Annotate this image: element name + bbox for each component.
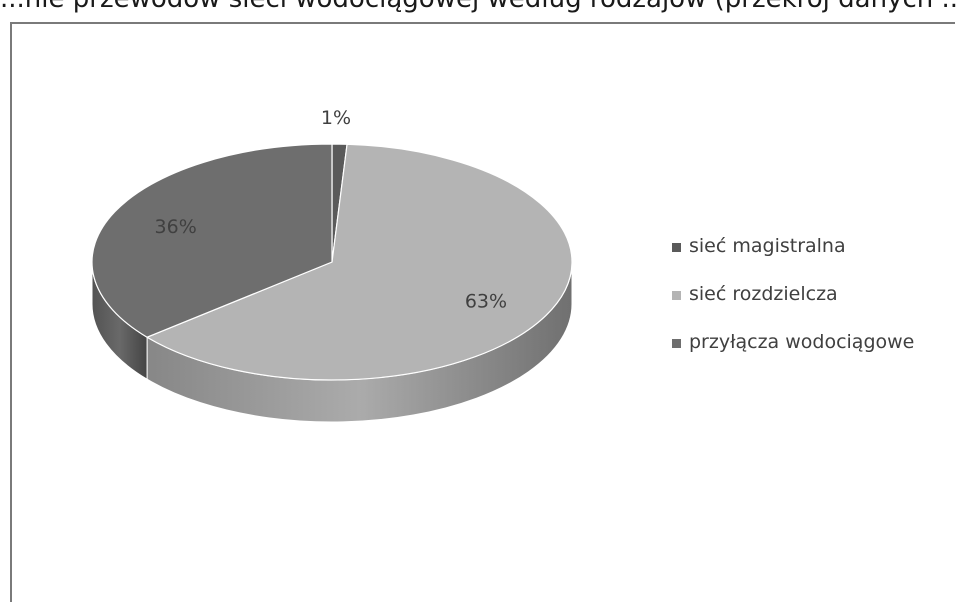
clipped-title-strip: ...nie przewodów sieci wodociągowej wedł… bbox=[0, 0, 959, 14]
data-label-1: 1% bbox=[321, 107, 351, 129]
data-label-3: 36% bbox=[155, 216, 197, 238]
legend-label-3: przyłącza wodociągowe bbox=[689, 331, 914, 353]
legend-swatch-2 bbox=[672, 291, 681, 300]
pie-slice-2 bbox=[145, 143, 573, 381]
clipped-title: ...nie przewodów sieci wodociągowej wedł… bbox=[0, 0, 959, 14]
legend: sieć magistralna sieć rozdzielcza przyłącz… bbox=[672, 235, 914, 353]
legend-label-2: sieć rozdzielcza bbox=[689, 283, 838, 305]
pie-slice-3 bbox=[91, 143, 333, 338]
pie-chart: 1% 63% 36% sieć magistralna sieć rozdzielcza… bbox=[91, 107, 914, 423]
legend-label-1: sieć magistralna bbox=[689, 235, 846, 257]
data-labels: 1% 63% 36% bbox=[155, 107, 508, 313]
legend-swatch-1 bbox=[672, 243, 681, 252]
data-label-2: 63% bbox=[465, 291, 507, 313]
pie-top bbox=[91, 143, 573, 381]
chart-area bbox=[10, 22, 955, 602]
legend-swatch-3 bbox=[672, 339, 681, 348]
